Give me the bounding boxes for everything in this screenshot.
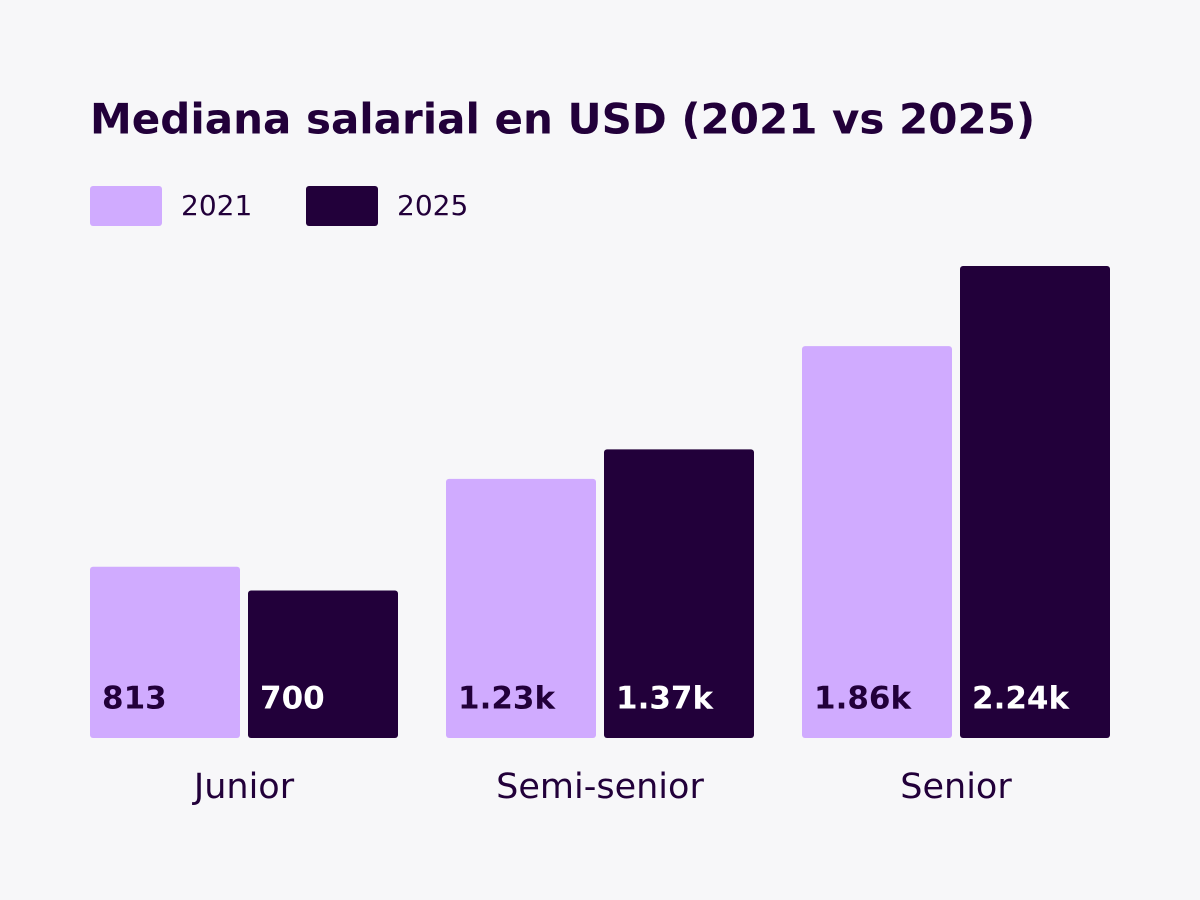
legend-swatch	[90, 186, 162, 226]
value-label: 2.24k	[972, 681, 1070, 717]
bar	[802, 346, 952, 738]
value-label: 700	[260, 681, 325, 717]
bar	[446, 478, 596, 738]
value-label: 1.86k	[814, 681, 912, 717]
legend-label: 2025	[397, 189, 468, 222]
bar	[604, 449, 754, 738]
value-label: 813	[102, 681, 167, 717]
value-label: 1.37k	[616, 681, 714, 717]
legend-swatch	[306, 186, 378, 226]
chart-title: Mediana salarial en USD (2021 vs 2025)	[90, 95, 1035, 144]
x-tick-label: Junior	[192, 767, 295, 807]
bar	[960, 266, 1110, 738]
value-label: 1.23k	[458, 681, 556, 717]
x-tick-label: Semi-senior	[496, 767, 704, 807]
x-tick-label: Senior	[900, 767, 1012, 807]
bar	[248, 590, 398, 738]
bar	[90, 566, 240, 738]
legend-label: 2021	[181, 189, 252, 222]
